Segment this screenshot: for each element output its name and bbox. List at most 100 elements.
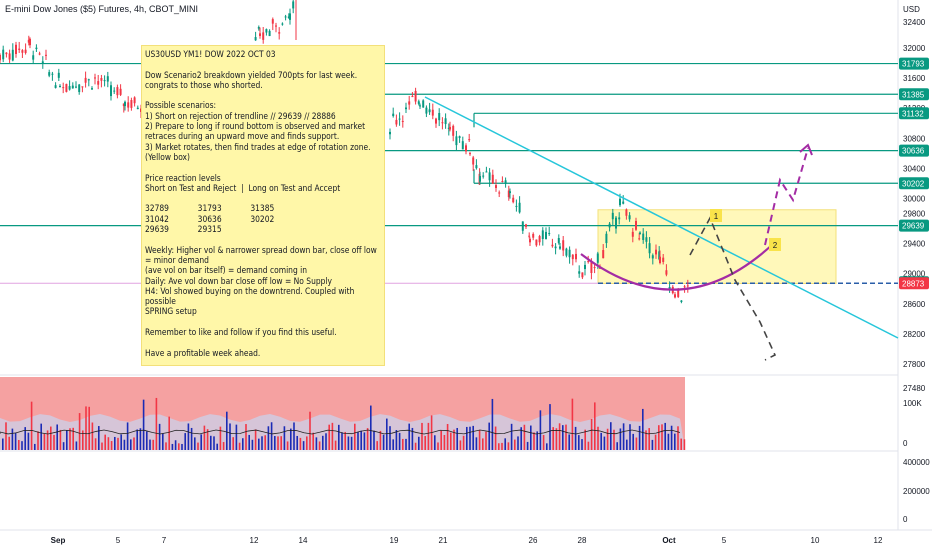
candle-body — [389, 131, 391, 135]
long-projection-path[interactable] — [764, 147, 809, 246]
volume-bar — [542, 435, 545, 450]
volume-bar — [280, 436, 282, 450]
volume-bar — [66, 429, 68, 450]
candle-body — [422, 100, 425, 108]
candle-body — [504, 180, 507, 184]
price-tag: 30202 — [899, 177, 929, 190]
price-tag-label: 31132 — [902, 109, 924, 118]
rotation-zone-box[interactable] — [597, 209, 837, 284]
volume-bar — [21, 441, 23, 450]
volume-bar — [91, 422, 94, 450]
volume-bar — [152, 439, 154, 450]
volume-bar — [178, 443, 180, 450]
candle-body — [593, 267, 596, 269]
downtrend-line[interactable] — [424, 96, 899, 339]
volume-bar — [296, 435, 298, 450]
volume-bar — [661, 424, 663, 450]
volume-bar — [418, 436, 420, 450]
volume-bar — [293, 422, 295, 450]
candle-body — [408, 101, 411, 105]
candle-body — [100, 78, 103, 81]
candle-body — [116, 87, 119, 96]
volume-bar — [328, 424, 330, 450]
volume-bar — [539, 410, 542, 450]
candle-body — [91, 88, 93, 90]
volume-bar — [210, 435, 212, 450]
candle-body — [485, 171, 488, 173]
volume-bar — [398, 432, 401, 450]
candle-body — [674, 294, 676, 298]
y-tick-label: 30800 — [903, 134, 926, 143]
scenario-marker[interactable] — [769, 238, 781, 251]
scenario-marker-label: 1 — [714, 212, 719, 221]
volume-bar — [357, 432, 359, 450]
volume-bar — [56, 424, 58, 450]
candle-body — [15, 44, 17, 55]
volume-bar — [597, 426, 599, 450]
candle-body — [419, 105, 421, 107]
candle-body — [87, 79, 90, 81]
volume-bar — [462, 435, 465, 450]
candle-body — [545, 231, 547, 240]
candle-body — [651, 255, 654, 259]
candle-body — [645, 237, 648, 242]
volume-bar — [254, 429, 257, 450]
y-tick-label: 27800 — [903, 360, 926, 369]
volume-bar — [229, 423, 231, 450]
volume-bar — [107, 437, 110, 450]
price-tag: 31385 — [899, 88, 929, 101]
volume-bar — [306, 436, 308, 450]
candle-body — [411, 96, 414, 98]
volume-bar — [354, 423, 356, 450]
volume-bar — [315, 437, 318, 450]
volume-bar — [219, 426, 222, 450]
candle-body — [289, 13, 291, 20]
candle-body — [75, 86, 77, 88]
volume-bar — [347, 436, 350, 450]
candle-body — [262, 32, 265, 40]
volume-bar — [277, 436, 279, 450]
volume-bar — [638, 425, 641, 450]
volume-bar — [197, 442, 199, 450]
candle-body — [292, 1, 295, 9]
volume-bar — [642, 408, 644, 450]
candle-body — [452, 125, 455, 136]
price-tag-label: 30202 — [902, 179, 925, 188]
volume-bar — [171, 443, 174, 450]
volume-bar — [222, 442, 225, 450]
volume-bar — [488, 422, 490, 450]
volume-bar — [120, 434, 122, 450]
volume-bar — [501, 442, 503, 450]
volume-bar — [133, 437, 135, 450]
round-bottom-curve[interactable] — [580, 243, 774, 291]
volume-bar — [533, 432, 535, 450]
volume-bar — [373, 430, 375, 450]
volume-bar — [146, 431, 148, 450]
volume-bar — [40, 423, 42, 450]
candle-body — [495, 185, 497, 188]
candle-body — [659, 256, 661, 263]
volume-bar — [360, 430, 362, 450]
volume-bar — [72, 427, 74, 450]
short-projection-path[interactable] — [689, 216, 777, 361]
volume-bar — [168, 416, 170, 450]
candle-body — [449, 127, 451, 130]
candle-body — [259, 33, 261, 36]
volume-bar — [629, 424, 631, 450]
volume-bar — [37, 431, 39, 450]
volume-bar — [318, 441, 321, 450]
volume-bar — [322, 435, 324, 450]
scenario-marker[interactable] — [710, 209, 722, 222]
candle-body — [84, 77, 87, 83]
candle-body — [565, 248, 568, 256]
candle-body — [425, 107, 428, 114]
y-tick-label: 32400 — [903, 18, 926, 27]
candle-body — [628, 215, 631, 220]
analysis-note[interactable]: US30USD YM1! DOW 2022 OCT 03 Dow Scenari… — [141, 45, 385, 366]
volume-bar — [472, 425, 474, 450]
oi-tick-label: 0 — [903, 515, 908, 524]
volume-bar — [283, 426, 286, 450]
volume-bar — [654, 434, 657, 450]
volume-bar — [78, 413, 81, 450]
